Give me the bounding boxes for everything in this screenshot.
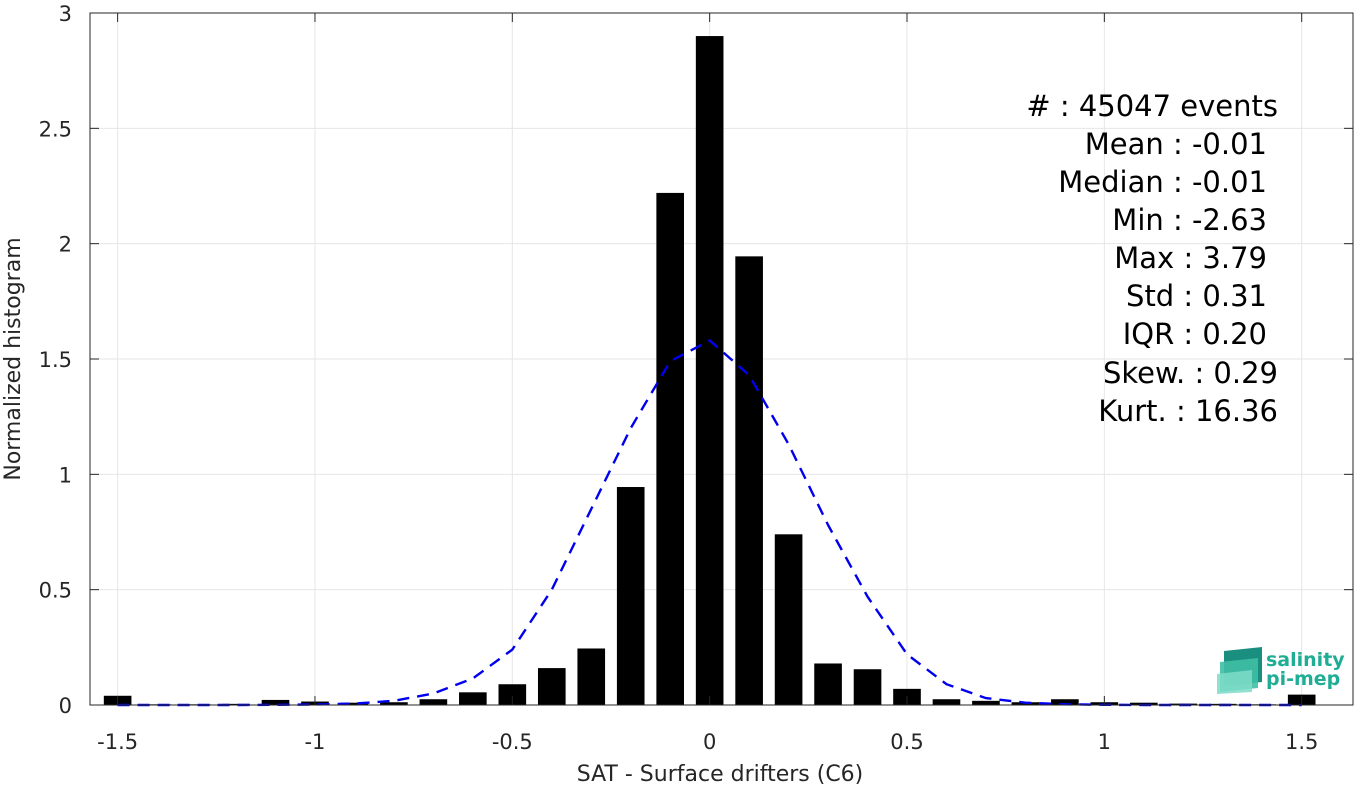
histogram-bar xyxy=(814,663,842,705)
y-tick-label: 0 xyxy=(59,694,72,718)
histogram-bar xyxy=(853,669,882,705)
histogram-bar xyxy=(616,487,645,705)
y-tick-label: 3 xyxy=(59,2,72,26)
wave-logo-icon xyxy=(1217,647,1262,694)
y-axis-ticks: 0 0.5 1 1.5 2 2.5 3 xyxy=(39,2,1353,718)
y-tick-label: 1.5 xyxy=(39,348,72,372)
histogram-bars xyxy=(103,36,1316,706)
x-tick-label: 1.5 xyxy=(1285,730,1318,754)
histogram-bar xyxy=(932,699,961,705)
histogram-bar xyxy=(735,256,763,705)
y-tick-label: 2 xyxy=(59,233,72,257)
salinity-pi-mep-logo: salinity pi-mep xyxy=(1217,647,1345,694)
stat-skew: Skew. : 0.29 xyxy=(1103,356,1278,390)
x-tick-label: 0.5 xyxy=(890,730,923,754)
histogram-bar xyxy=(380,702,408,705)
statistics-annotation: # : 45047 events Mean : -0.01 Median : -… xyxy=(1026,89,1278,428)
x-tick-label: 0 xyxy=(703,730,716,754)
logo-text-pi-mep: pi-mep xyxy=(1266,668,1340,690)
stat-max: Max : 3.79 xyxy=(1114,241,1267,275)
x-tick-label: 1 xyxy=(1098,730,1111,754)
histogram-bar xyxy=(1051,699,1079,705)
histogram-bar xyxy=(222,703,250,705)
histogram-bar xyxy=(537,668,566,705)
x-axis-ticks: -1.5 -1 -0.5 0 0.5 1 1.5 xyxy=(97,13,1318,754)
histogram-bar xyxy=(419,699,448,705)
histogram-bar xyxy=(340,702,369,705)
histogram-bar xyxy=(656,192,685,706)
y-axis-label: Normalized histogram xyxy=(1,237,26,480)
stat-events: # : 45047 events xyxy=(1026,89,1278,123)
histogram-bar xyxy=(498,684,527,705)
y-tick-label: 0.5 xyxy=(39,579,72,603)
histogram-bar xyxy=(695,36,724,706)
histogram-bar xyxy=(972,700,1000,705)
stat-std: Std : 0.31 xyxy=(1126,279,1267,313)
stat-kurt: Kurt. : 16.36 xyxy=(1098,394,1278,428)
histogram-bar xyxy=(577,648,606,705)
x-tick-label: -0.5 xyxy=(492,730,533,754)
histogram-bar xyxy=(774,534,803,705)
y-tick-label: 2.5 xyxy=(39,117,72,141)
histogram-bar xyxy=(261,699,290,705)
x-axis-label: SAT - Surface drifters (C6) xyxy=(577,762,864,785)
x-tick-label: -1.5 xyxy=(97,730,138,754)
stat-iqr: IQR : 0.20 xyxy=(1123,317,1267,351)
logo-text-salinity: salinity xyxy=(1266,649,1345,671)
stat-min: Min : -2.63 xyxy=(1112,203,1267,237)
stat-mean: Mean : -0.01 xyxy=(1085,127,1267,161)
stat-median: Median : -0.01 xyxy=(1058,165,1267,199)
histogram-bar xyxy=(459,692,487,705)
y-tick-label: 1 xyxy=(59,463,72,487)
x-tick-label: -1 xyxy=(304,730,325,754)
